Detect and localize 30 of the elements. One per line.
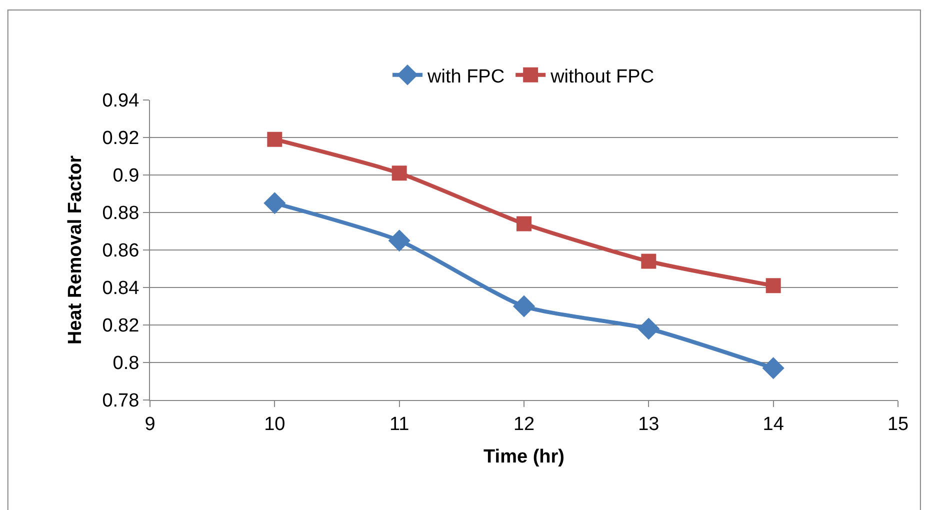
x-axis-title: Time (hr) [484,446,564,468]
x-tick-label: 12 [513,414,535,435]
x-tick-label: 13 [638,414,660,435]
legend-label: without FPC [550,66,654,88]
x-tick-label: 14 [762,414,784,435]
y-axis-title: Heat Removal Factor [65,154,86,345]
point [516,216,532,232]
x-tick-label: 10 [264,414,286,435]
y-tick-label: 0.82 [102,316,140,337]
y-tick-label: 0.84 [102,278,140,300]
y-tick-label: 0.86 [102,240,140,262]
y-tick-label: 0.8 [112,353,140,374]
x-tick-label: 9 [144,414,156,435]
point [392,166,407,181]
point [264,192,286,214]
y-tick-label: 0.9 [112,166,140,187]
point [762,357,784,380]
y-tick-label: 0.88 [102,203,140,224]
y-tick-label: 0.92 [102,128,140,150]
y-tick-label: 0.94 [102,90,140,112]
point [641,254,656,269]
x-tick-label: 11 [389,414,410,435]
point [512,295,536,318]
point [267,132,282,147]
y-tick-label: 0.78 [102,390,140,412]
point [766,278,781,294]
point [638,318,660,340]
point [388,230,410,252]
legend-label: with FPC [426,66,505,88]
x-tick-label: 15 [887,414,909,435]
